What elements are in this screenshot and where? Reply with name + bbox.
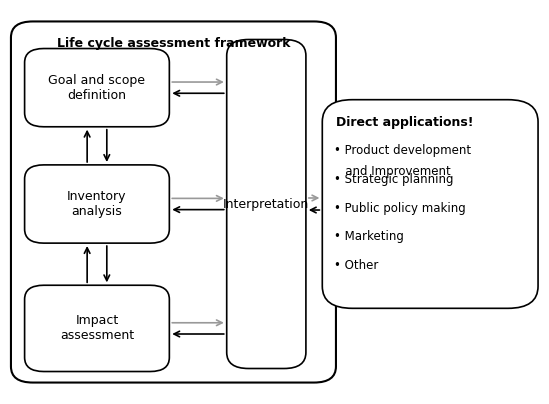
Text: Direct applications!: Direct applications!	[336, 116, 473, 129]
Text: • Public policy making: • Public policy making	[334, 202, 466, 215]
Text: • Strategic planning: • Strategic planning	[334, 173, 454, 186]
FancyBboxPatch shape	[25, 48, 169, 127]
FancyBboxPatch shape	[11, 21, 336, 383]
Text: • Product development: • Product development	[334, 144, 472, 157]
Text: Interpretation: Interpretation	[223, 198, 310, 210]
Text: Inventory
analysis: Inventory analysis	[67, 190, 127, 218]
FancyBboxPatch shape	[25, 285, 169, 372]
FancyBboxPatch shape	[25, 165, 169, 243]
Text: and Improvement: and Improvement	[334, 165, 451, 178]
Text: • Marketing: • Marketing	[334, 231, 404, 244]
Text: Goal and scope
definition: Goal and scope definition	[48, 74, 145, 102]
FancyBboxPatch shape	[227, 40, 306, 368]
Text: • Other: • Other	[334, 259, 379, 272]
Text: Impact
assessment: Impact assessment	[60, 314, 134, 342]
FancyBboxPatch shape	[322, 100, 538, 308]
Text: Life cycle assessment framework: Life cycle assessment framework	[57, 38, 290, 50]
